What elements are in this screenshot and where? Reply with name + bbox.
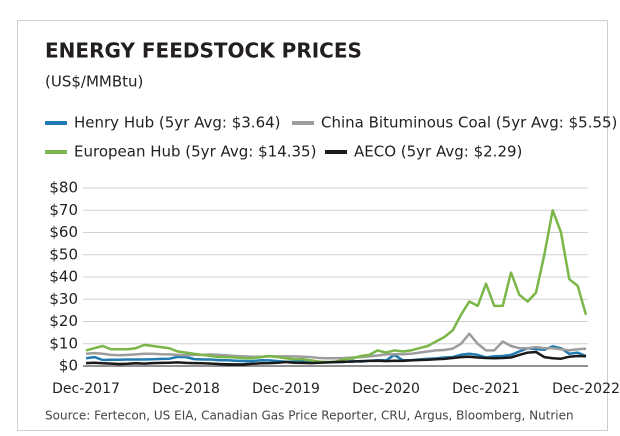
- chart-subtitle: (US$/MMBtu): [45, 73, 143, 91]
- x-tick-label: Dec-2019: [252, 381, 320, 397]
- legend-label: AECO (5yr Avg: $2.29): [354, 143, 522, 161]
- legend-label: European Hub (5yr Avg: $14.35): [74, 143, 316, 161]
- y-tick-label: $20: [49, 312, 78, 330]
- source-note: Source: Fertecon, US EIA, Canadian Gas P…: [45, 409, 574, 423]
- y-tick-label: $60: [49, 223, 78, 241]
- series-line: [85, 350, 587, 366]
- y-tick-label: $10: [49, 334, 78, 352]
- y-tick-label: $40: [49, 268, 78, 286]
- legend-label: Henry Hub (5yr Avg: $3.64): [74, 114, 281, 132]
- y-tick-label: $80: [49, 179, 78, 197]
- y-tick-label: $30: [49, 290, 78, 308]
- y-tick-label: $0: [59, 357, 78, 375]
- frame: [17, 20, 608, 431]
- legend-label: China Bituminous Coal (5yr Avg: $5.55): [321, 114, 617, 132]
- chart-title: ENERGY FEEDSTOCK PRICES: [45, 39, 362, 63]
- y-tick-label: $50: [49, 245, 78, 263]
- x-tick-label: Dec-2020: [352, 381, 420, 397]
- x-tick-label: Dec-2021: [452, 381, 520, 397]
- x-tick-label: Dec-2018: [152, 381, 220, 397]
- series-line: [85, 209, 588, 364]
- series-line: [85, 332, 587, 360]
- y-tick-label: $70: [49, 201, 78, 219]
- x-tick-label: Dec-2022: [552, 381, 620, 397]
- x-tick-label: Dec-2017: [52, 381, 120, 397]
